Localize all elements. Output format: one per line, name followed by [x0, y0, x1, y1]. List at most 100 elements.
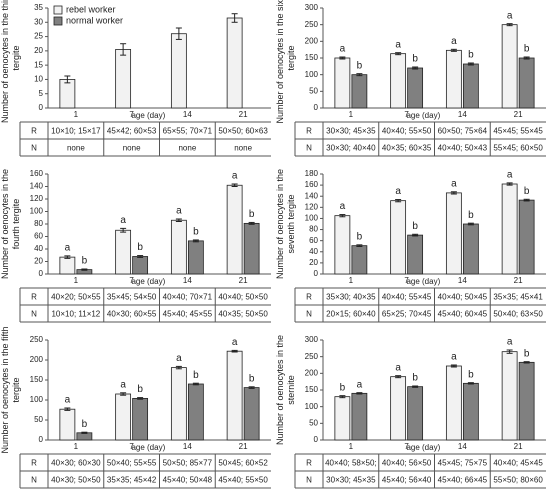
y-tick-label: 200 [305, 36, 319, 45]
table-row-label: R [31, 293, 37, 302]
significance-letter: a [176, 353, 182, 364]
bar [170, 33, 187, 109]
bar [518, 361, 535, 441]
significance-letter: b [193, 227, 199, 238]
significance-letter: b [137, 242, 143, 253]
y-axis-label: Number of oenocytes in the fifthtergite [0, 326, 21, 453]
table-cell: 40×40; 70×71 [163, 293, 213, 302]
table-row-label: N [31, 144, 37, 153]
table-row-label: N [306, 310, 312, 319]
y-tick-label: 40 [309, 247, 318, 256]
y-tick-label: 160 [305, 180, 319, 189]
significance-letter: b [82, 419, 88, 430]
x-axis-label: age (day) [406, 277, 440, 286]
y-tick-label: 30 [34, 17, 43, 26]
y-tick-label: 100 [305, 402, 319, 411]
error-bar [175, 27, 182, 40]
bar [518, 57, 535, 109]
table-cell: 40×30; 60×55 [107, 310, 157, 319]
error-bar [248, 221, 255, 225]
y-tick-label: 20 [34, 46, 43, 55]
significance-letter: a [395, 39, 401, 50]
table-cell: 40×40; 50×45 [438, 293, 488, 302]
error-bar [120, 227, 127, 233]
significance-letter: b [524, 348, 530, 359]
error-bar [412, 385, 419, 388]
error-bar [506, 23, 513, 27]
error-bar [81, 431, 88, 434]
table-cell: 45×40; 56×40 [382, 476, 432, 485]
y-tick-label: 250 [305, 20, 319, 29]
error-bar [412, 233, 419, 237]
x-tick-label: 1 [349, 276, 354, 285]
y-tick-label: 0 [39, 269, 44, 278]
significance-letter: b [82, 256, 88, 267]
y-tick-label: 5 [39, 89, 44, 98]
table-cell: 10×10; 15×17 [51, 127, 101, 136]
y-axis-label-line: seventh tergite [286, 194, 296, 253]
bar [334, 215, 351, 275]
x-tick-label: 7 [129, 110, 134, 119]
error-bar [64, 407, 71, 411]
bar [243, 387, 260, 441]
significance-letter: a [176, 206, 182, 217]
table-cell: 65×25; 70×45 [382, 310, 432, 319]
significance-letter: a [395, 362, 401, 373]
significance-letter: b [468, 50, 474, 61]
table-cell: 45×40; 66×45 [438, 476, 488, 485]
y-tick-label: 150 [30, 375, 44, 384]
table-cell: 30×30; 40×40 [326, 144, 376, 153]
table-cell: 50×50; 85×77 [163, 459, 213, 468]
table-cell: 45×45; 75×75 [438, 459, 488, 468]
table-cell: 40×30; 60×30 [51, 459, 101, 468]
y-tick-label: 160 [30, 169, 44, 178]
y-tick-label: 0 [39, 435, 44, 444]
error-bar [356, 244, 363, 247]
y-axis-label-line: Number of oenocytes in the [0, 169, 10, 279]
error-bar [175, 218, 182, 222]
y-axis-label-line: Number of oenocytes in the [275, 335, 285, 445]
x-tick-label: 1 [74, 442, 79, 451]
table-row-label: R [306, 293, 312, 302]
error-bar [467, 222, 474, 226]
x-tick-label: 21 [239, 110, 248, 119]
table-cell: 35×35; 45×41 [493, 293, 543, 302]
significance-letter: a [507, 337, 513, 348]
significance-letter: a [120, 215, 126, 226]
error-bar [120, 392, 127, 396]
table-row-label: R [306, 459, 312, 468]
y-tick-label: 10 [34, 75, 43, 84]
error-bar [339, 214, 346, 218]
bar [132, 256, 149, 275]
y-tick-label: 50 [309, 418, 318, 427]
significance-letter: b [412, 221, 418, 232]
significance-letter: b [524, 44, 530, 55]
significance-letter: a [507, 170, 513, 181]
y-tick-label: 20 [34, 257, 43, 266]
significance-letter: b [468, 210, 474, 221]
error-bar [231, 349, 238, 353]
y-tick-label: 0 [39, 103, 44, 112]
error-bar [64, 75, 71, 84]
error-bar [64, 255, 71, 259]
y-axis-label: Number of oenocytes in thesternite [275, 335, 296, 445]
bar [351, 392, 368, 441]
x-axis-label: age (day) [131, 443, 165, 452]
y-tick-label: 100 [30, 207, 44, 216]
bar [170, 367, 187, 441]
y-tick-label: 100 [305, 70, 319, 79]
table-cell: none [178, 144, 196, 153]
y-tick-label: 25 [34, 32, 43, 41]
error-bar [523, 198, 530, 202]
bar [59, 408, 76, 441]
legend-label: normal worker [66, 15, 123, 25]
y-tick-label: 35 [34, 3, 43, 12]
table-cell: 40×40; 50×43 [438, 144, 488, 153]
significance-letter: a [451, 36, 457, 47]
x-tick-label: 7 [404, 110, 409, 119]
y-tick-label: 80 [309, 225, 318, 234]
error-bar [248, 386, 255, 389]
y-tick-label: 200 [305, 368, 319, 377]
table-cell: 45×40; 55×50 [218, 476, 268, 485]
